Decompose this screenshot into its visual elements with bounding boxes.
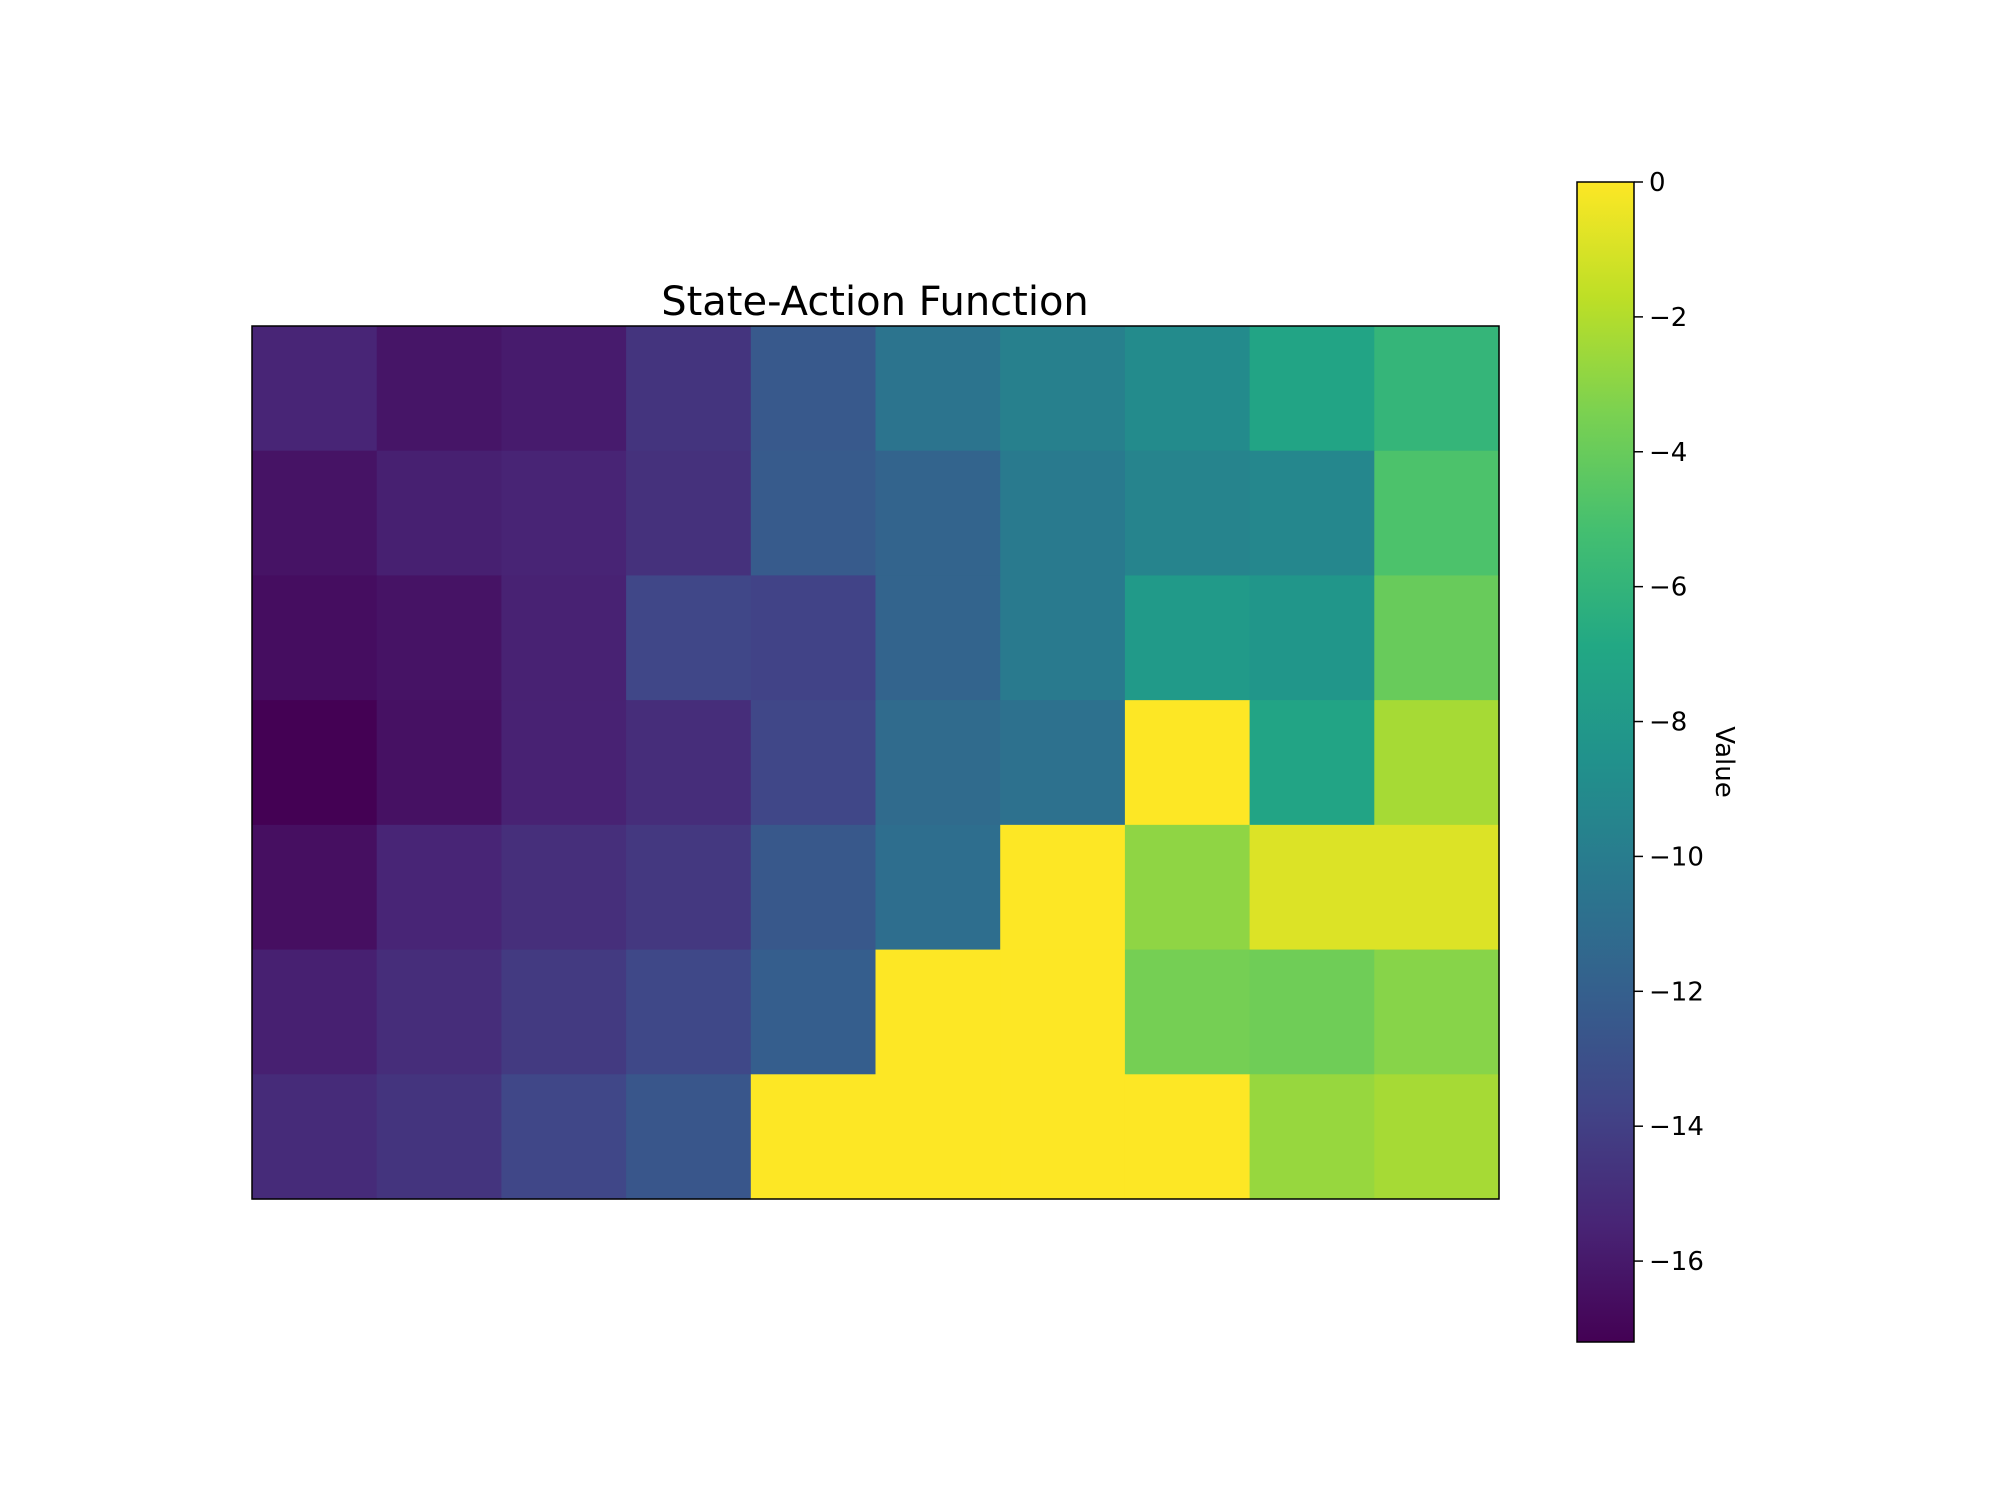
heatmap-cell-r5-c7 — [1124, 949, 1251, 1075]
heatmap-cell-r1-c7 — [1124, 450, 1251, 577]
colorbar-tick-label: −4 — [1649, 438, 1687, 468]
heatmap-cell-r2-c7 — [1124, 575, 1251, 701]
heatmap-cell-r4-c2 — [501, 824, 627, 951]
heatmap-cell-r0-c4 — [750, 326, 877, 452]
heatmap-cell-r3-c1 — [376, 700, 502, 826]
heatmap-cell-r3-c2 — [501, 700, 627, 826]
heatmap-cell-r3-c9 — [1374, 700, 1500, 826]
heatmap-cell-r4-c7 — [1124, 824, 1251, 951]
heatmap-cell-r0-c7 — [1124, 326, 1251, 452]
heatmap-cell-r3-c4 — [750, 700, 877, 826]
heatmap-cell-r4-c8 — [1249, 824, 1375, 951]
heatmap-cell-r1-c2 — [501, 450, 627, 577]
heatmap-cell-r2-c0 — [252, 575, 378, 701]
heatmap-cell-r2-c1 — [376, 575, 502, 701]
heatmap-cell-r1-c6 — [1000, 450, 1126, 577]
heatmap-cell-r2-c4 — [750, 575, 877, 701]
heatmap-cell-r3-c5 — [875, 700, 1001, 826]
heatmap-cell-r0-c1 — [376, 326, 502, 452]
colorbar-tick-label: −12 — [1649, 977, 1704, 1007]
heatmap-cell-r4-c6 — [1000, 824, 1126, 951]
heatmap-cell-r1-c0 — [252, 450, 378, 577]
heatmap-cell-r4-c5 — [875, 824, 1001, 951]
heatmap-cell-r5-c1 — [376, 949, 502, 1075]
heatmap-cell-r6-c6 — [1000, 1074, 1126, 1200]
heatmap-cell-r2-c5 — [875, 575, 1001, 701]
heatmap-cell-r0-c3 — [626, 326, 752, 452]
heatmap-cell-r0-c8 — [1249, 326, 1375, 452]
heatmap-cell-r6-c1 — [376, 1074, 502, 1200]
heatmap-cell-r5-c4 — [750, 949, 877, 1075]
heatmap-cell-r4-c0 — [252, 824, 378, 951]
heatmap-cell-r1-c4 — [750, 450, 877, 577]
heatmap-cell-r5-c8 — [1249, 949, 1375, 1075]
colorbar-tick-label: 0 — [1649, 168, 1666, 198]
heatmap-cell-r1-c1 — [376, 450, 502, 577]
heatmap-cell-r3-c0 — [252, 700, 378, 826]
heatmap-cell-r6-c9 — [1374, 1074, 1500, 1200]
heatmap-cell-r5-c0 — [252, 949, 378, 1075]
heatmap-cell-r1-c5 — [875, 450, 1001, 577]
colorbar-tick-label: −14 — [1649, 1112, 1704, 1142]
heatmap-cell-r0-c6 — [1000, 326, 1126, 452]
chart-title: State-Action Function — [661, 279, 1089, 325]
heatmap-cell-r5-c6 — [1000, 949, 1126, 1075]
colorbar-tick-label: −2 — [1649, 303, 1687, 333]
heatmap-cell-r0-c9 — [1374, 326, 1500, 452]
heatmap-cell-r6-c4 — [750, 1074, 877, 1200]
colorbar-tick-label: −8 — [1649, 708, 1687, 738]
heatmap-cell-r3-c6 — [1000, 700, 1126, 826]
heatmap-cell-r4-c3 — [626, 824, 752, 951]
heatmap-cell-r5-c2 — [501, 949, 627, 1075]
colorbar-tick-label: −10 — [1649, 842, 1704, 872]
colorbar-label: Value — [1709, 726, 1739, 797]
heatmap-cell-r4-c4 — [750, 824, 877, 951]
heatmap-cell-r2-c9 — [1374, 575, 1500, 701]
heatmap-cell-r6-c0 — [252, 1074, 378, 1200]
heatmap-cell-r3-c8 — [1249, 700, 1375, 826]
heatmap-frame — [251, 325, 1500, 1200]
heatmap-cell-r5-c3 — [626, 949, 752, 1075]
colorbar-tick-label: −6 — [1649, 573, 1687, 603]
heatmap-cell-r0-c5 — [875, 326, 1001, 452]
heatmap-cell-r4-c9 — [1374, 824, 1500, 951]
heatmap-cell-r3-c7 — [1124, 700, 1251, 826]
colorbar-tick-label: −16 — [1649, 1247, 1704, 1277]
heatmap-grid — [252, 326, 1500, 1200]
heatmap-cell-r1-c9 — [1374, 450, 1500, 577]
heatmap-cell-r2-c8 — [1249, 575, 1375, 701]
heatmap-cell-r0-c0 — [252, 326, 378, 452]
heatmap-cell-r6-c7 — [1124, 1074, 1251, 1200]
colorbar — [1576, 181, 1635, 1343]
heatmap-cell-r1-c3 — [626, 450, 752, 577]
heatmap-cell-r6-c5 — [875, 1074, 1001, 1200]
heatmap-cell-r6-c8 — [1249, 1074, 1375, 1200]
heatmap-cell-r3-c3 — [626, 700, 752, 826]
heatmap-cell-r2-c3 — [626, 575, 752, 701]
heatmap-cell-r6-c2 — [501, 1074, 627, 1200]
heatmap-cell-r0-c2 — [501, 326, 627, 452]
heatmap-cell-r6-c3 — [626, 1074, 752, 1200]
heatmap-cell-r1-c8 — [1249, 450, 1375, 577]
heatmap-cell-r2-c2 — [501, 575, 627, 701]
heatmap-cell-r4-c1 — [376, 824, 502, 951]
heatmap-cell-r5-c9 — [1374, 949, 1500, 1075]
heatmap-cell-r5-c5 — [875, 949, 1001, 1075]
colorbar-axis: 0 −2 −4 −6 −8 −10 −12 −14 −16 — [1634, 168, 1704, 1277]
heatmap-cell-r2-c6 — [1000, 575, 1126, 701]
